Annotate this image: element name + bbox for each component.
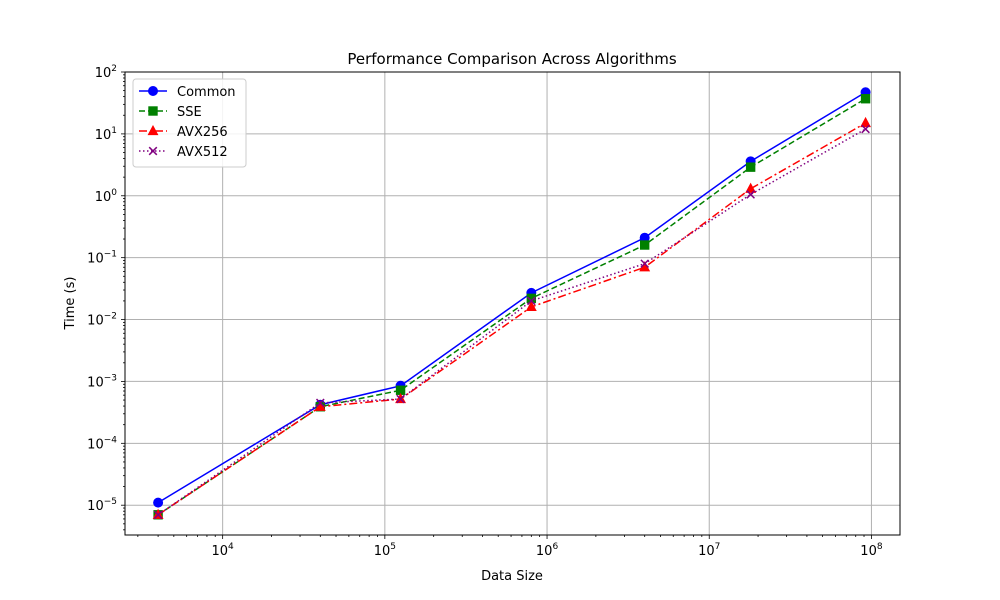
marker-stroke: [148, 146, 158, 156]
x-tick-label: 104: [212, 542, 235, 559]
legend-marker-common: [148, 86, 158, 96]
ticks: 104 105 106 107 108 10−5 10−4 10−3 10−2 10−1 100 10…: [87, 64, 883, 559]
marker-stroke: [640, 259, 650, 268]
marker-stroke: [746, 190, 755, 199]
chart-title: Performance Comparison Across Algorithms: [347, 50, 677, 68]
data-point-common: [153, 497, 164, 508]
data-point-sse: [860, 94, 871, 104]
x-tick-label: 108: [860, 542, 883, 559]
data-point-sse: [639, 240, 650, 250]
x-tick-label: 105: [374, 542, 396, 559]
x-tick-label: 107: [698, 542, 720, 559]
data-point-avx256: [745, 182, 757, 193]
legend-label-avx512: AVX512: [177, 145, 228, 160]
data-point-avx512: [315, 398, 325, 408]
y-tick-label: 10−5: [87, 497, 117, 514]
plot-frame: [124, 71, 901, 536]
data-point-avx512: [153, 510, 163, 520]
marker-stroke: [861, 124, 870, 134]
legend-label-sse: SSE: [177, 105, 202, 120]
data-point-avx512: [640, 259, 650, 268]
legend: Common SSE AVX256 AVX512: [132, 78, 247, 168]
legend-marker-sse: [148, 106, 158, 116]
data-point-avx512: [746, 190, 755, 199]
y-tick-label: 100: [95, 188, 118, 205]
legend-label-avx256: AVX256: [177, 125, 228, 140]
legend-label-common: Common: [177, 85, 236, 100]
y-tick-label: 10−4: [87, 435, 117, 452]
marker-stroke: [396, 394, 405, 404]
y-tick-label: 101: [95, 126, 117, 143]
legend-marker-avx256: [147, 124, 159, 136]
y-tick-label: 10−3: [87, 373, 117, 390]
y-axis-label: Time (s): [63, 277, 78, 331]
data-point-avx512: [396, 394, 405, 404]
marker-stroke: [153, 510, 163, 520]
marker-stroke: [526, 296, 536, 306]
series-layer: [152, 87, 871, 520]
x-tick-label: 106: [536, 542, 559, 559]
legend-marker-avx512: [148, 146, 158, 156]
grid: [125, 71, 900, 535]
x-axis-label: Data Size: [481, 569, 543, 584]
data-point-avx256: [860, 116, 871, 128]
y-tick-label: 10−1: [87, 250, 117, 267]
marker-stroke: [315, 398, 325, 408]
data-point-avx256: [525, 300, 537, 312]
y-tick-label: 10−2: [87, 312, 117, 329]
data-point-avx512: [526, 296, 536, 306]
legend-box: [132, 78, 247, 168]
series-avx512: [153, 124, 870, 520]
y-tick-label: 102: [95, 64, 117, 81]
data-point-avx512: [861, 124, 870, 134]
data-point-sse: [745, 162, 756, 172]
